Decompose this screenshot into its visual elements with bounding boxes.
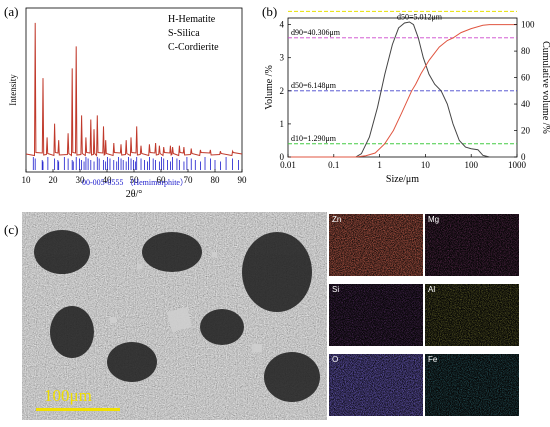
reference-label: 00-005-0555 （Hemimorphite） (82, 178, 188, 187)
eds-map-texture (425, 214, 519, 276)
x-tick-label: 1 (377, 160, 382, 170)
y-tick-label: 3 (280, 53, 285, 63)
scale-bar-label: 100μm (44, 386, 92, 405)
legend-entry: H-Hematite (168, 14, 216, 25)
eds-map-zn: Zn (329, 214, 423, 276)
volume-series-line (288, 21, 517, 158)
x-tick-label: 1000 (508, 160, 527, 170)
cumulative-series-line (288, 24, 517, 158)
y-axis-label: Intensity (8, 74, 18, 106)
x-tick-label: 60 (157, 175, 167, 185)
y2-tick-label: 60 (521, 73, 531, 83)
x-tick-label: 50 (130, 175, 140, 185)
sem-texture (22, 212, 327, 420)
eds-map-label: Al (428, 285, 436, 294)
eds-map-al: Al (425, 284, 519, 346)
scale-bar (36, 408, 120, 411)
x-tick-label: 40 (103, 175, 113, 185)
y-tick-label: 2 (280, 86, 285, 96)
xrd-pattern-line (25, 22, 243, 157)
y-tick-label: 4 (280, 20, 285, 30)
eds-map-o: O (329, 354, 423, 416)
eds-map-texture (425, 284, 519, 346)
y2-tick-label: 40 (521, 99, 531, 109)
eds-map-label: Mg (428, 215, 440, 224)
x-tick-label: 80 (211, 175, 221, 185)
x-tick-label: 0.1 (328, 160, 339, 170)
x-tick-label: 70 (184, 175, 194, 185)
d50b-annotation: d50=6.148μm (291, 81, 337, 90)
eds-map-texture (329, 354, 423, 416)
eds-map-texture (329, 284, 423, 346)
y2-tick-label: 0 (521, 152, 526, 162)
y2-tick-label: 100 (521, 20, 535, 30)
x-axis-label: Size/μm (386, 174, 419, 185)
y2-tick-label: 80 (521, 46, 531, 56)
x-tick-label: 90 (238, 175, 248, 185)
psd-chart: 0.01 0.1 1 10 100 100001234020406080100Size/μ… (264, 10, 550, 185)
eds-map-label: Si (332, 285, 340, 294)
x-tick-label: 20 (49, 175, 59, 185)
legend-entry: S-Silica (168, 28, 200, 39)
panel-b-label: (b) (262, 4, 278, 19)
panel-c-label: (c) (4, 222, 19, 237)
eds-map-texture (329, 214, 423, 276)
eds-map-label: Zn (332, 215, 342, 224)
eds-map-si: Si (329, 284, 423, 346)
eds-map-label: O (332, 355, 339, 364)
x-tick-label: 0.01 (280, 160, 296, 170)
x-axis-label: 2θ/° (126, 189, 143, 200)
d90-annotation: d90=40.306μm (291, 28, 341, 37)
eds-map-label: Fe (428, 355, 438, 364)
panel-a-label: (a) (4, 4, 19, 19)
y-axis-label: Volume /% (264, 65, 275, 110)
psd-frame (287, 17, 518, 158)
y2-tick-label: 20 (521, 126, 531, 136)
sem-image: 100μm (22, 212, 327, 420)
legend-entry: C-Cordierite (168, 42, 219, 53)
y-tick-label: 1 (280, 119, 285, 129)
eds-map-texture (425, 354, 519, 416)
xrd-chart: 10 20 30 40 50 60 70 80 90 2θ/° Intensity H-Hematit… (8, 7, 248, 200)
y2-axis-label: Cumulative volume /% (540, 41, 550, 134)
eds-map-mg: Mg (425, 214, 519, 276)
y-tick-label: 0 (280, 152, 285, 162)
eds-map-fe: Fe (425, 354, 519, 416)
x-tick-label: 10 (22, 175, 32, 185)
x-tick-label: 100 (464, 160, 478, 170)
d50-annotation: d50=5.012μm (397, 13, 443, 22)
d10-annotation: d10=1.290μm (291, 134, 337, 143)
x-tick-label: 10 (421, 160, 431, 170)
x-tick-label: 30 (76, 175, 86, 185)
